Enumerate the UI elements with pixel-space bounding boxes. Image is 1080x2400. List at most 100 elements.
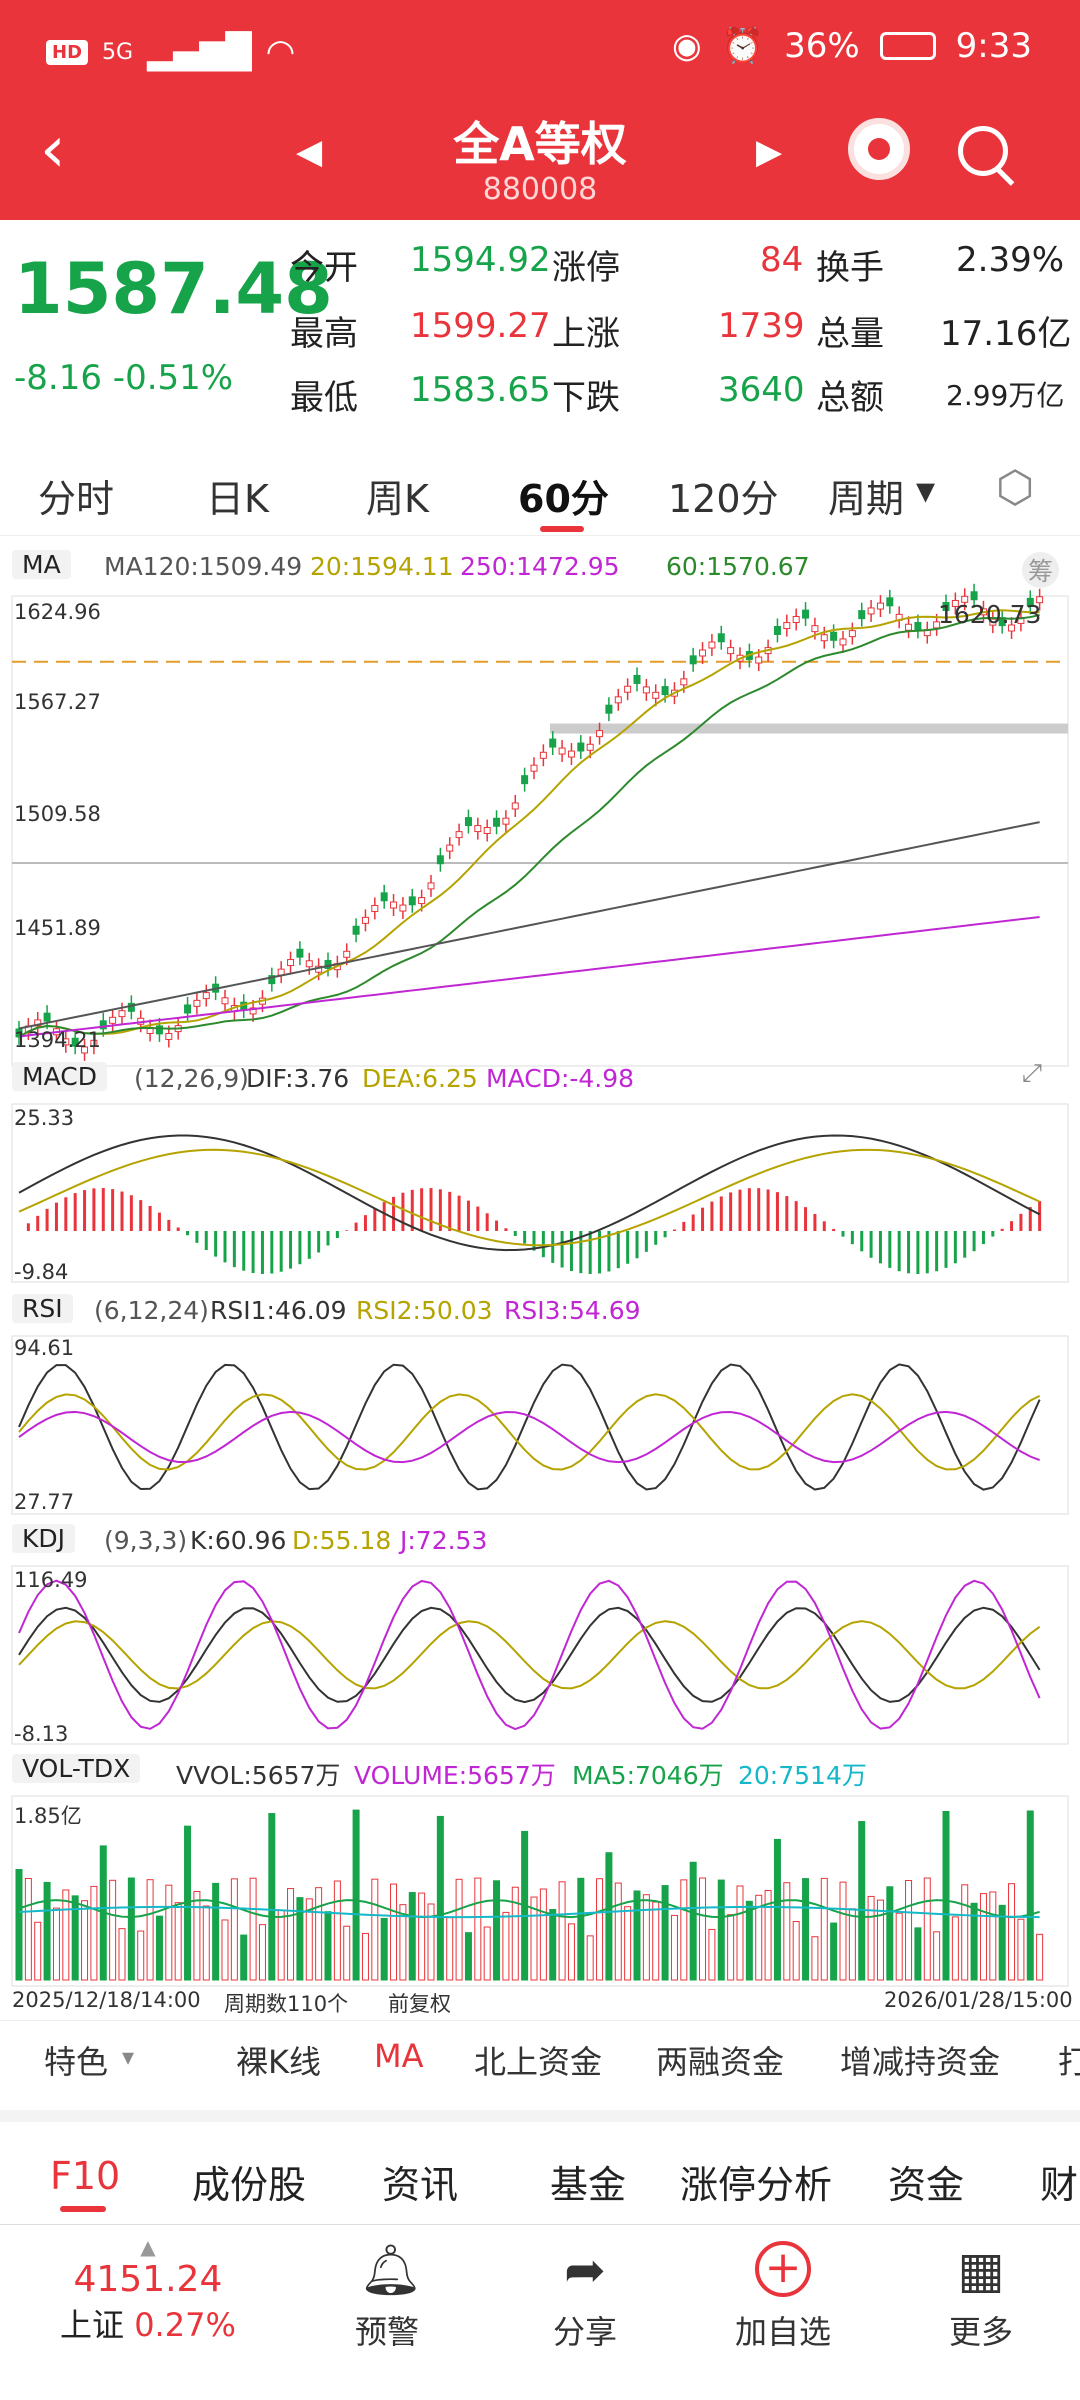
ma60-line (18, 614, 1040, 1038)
candle-body (867, 607, 875, 615)
volume-bar (352, 1809, 360, 1981)
feature-special[interactable]: 特色 (44, 2043, 109, 2081)
chevron-down-icon[interactable]: ▾ (916, 468, 936, 512)
y-axis-tick: -9.84 (14, 1260, 69, 1284)
candle-body (418, 897, 426, 905)
tab-weekly[interactable]: 周K (366, 477, 429, 521)
volume-bar (324, 1911, 332, 1981)
volume-bar (315, 1887, 323, 1981)
settings-icon[interactable]: ⬡ (996, 462, 1035, 513)
volume-bar (418, 1892, 426, 1981)
volume-bar (680, 1879, 688, 1981)
volume-bar (81, 1900, 89, 1981)
volume-bar (90, 1885, 98, 1981)
chevron-down-icon[interactable]: ▾ (122, 2043, 135, 2071)
kdj-selector[interactable]: KDJ (12, 1524, 76, 1553)
volume-bar (193, 1890, 201, 1981)
vol-ma20-label: 20:7514万 (738, 1761, 867, 1790)
volume-bar (596, 1878, 604, 1981)
candle-body (155, 1025, 163, 1035)
nav-more[interactable]: ▦ 更多 (906, 2241, 1056, 2353)
candle-body (483, 827, 491, 834)
candle-body (680, 678, 688, 686)
volume-bar (567, 1923, 575, 1981)
volume-bar (886, 1886, 894, 1981)
feature-more[interactable]: 打 (1058, 2043, 1080, 2081)
chart-svg (11, 583, 1069, 1987)
vol-selector[interactable]: VOL-TDX (12, 1754, 141, 1783)
feature-ma[interactable]: MA (374, 2037, 424, 2075)
nav-watchlist[interactable]: + 加自选 (708, 2241, 858, 2353)
feature-north[interactable]: 北上资金 (474, 2043, 603, 2081)
volume-bar (670, 1914, 678, 1981)
volume-bar (577, 1877, 585, 1981)
volume-bar (933, 1931, 941, 1981)
tab-news[interactable]: 资讯 (382, 2163, 459, 2207)
search-icon[interactable] (958, 126, 1008, 176)
tab-120min[interactable]: 120分 (668, 477, 779, 521)
volume-bar (970, 1902, 978, 1981)
add-circle-icon: + (755, 2241, 811, 2297)
candle-body (502, 817, 510, 825)
tab-fund[interactable]: 基金 (550, 2163, 627, 2207)
tab-period[interactable]: 周期 (828, 477, 905, 521)
candle-body (820, 634, 828, 642)
candle-body (81, 1046, 89, 1054)
chip-button[interactable]: 筹 (1022, 552, 1060, 588)
volume-bar (530, 1896, 538, 1981)
volume-bar (867, 1895, 875, 1981)
volume-bar (811, 1936, 819, 1981)
candle-body (708, 641, 716, 649)
candle-body (268, 975, 276, 985)
feature-margin[interactable]: 两融资金 (656, 2043, 785, 2081)
start-date: 2025/12/18/14:00 (12, 1988, 201, 2012)
rsi1-line (18, 1363, 1041, 1491)
feature-holdings[interactable]: 增减持资金 (840, 2043, 1001, 2081)
dea-label: DEA:6.25 (362, 1064, 478, 1093)
expand-icon[interactable]: ⤢ (1022, 1058, 1043, 1087)
k-label: K:60.96 (190, 1526, 287, 1555)
volume-bar (539, 1888, 547, 1981)
bell-icon: 🔔︎ (359, 2241, 423, 2299)
volume-bar (52, 1907, 60, 1981)
tab-components[interactable]: 成份股 (192, 2163, 307, 2207)
tab-capital[interactable]: 资金 (888, 2163, 965, 2207)
tab-finance[interactable]: 财 (1040, 2163, 1079, 2207)
quote-value: 17.16亿 (940, 314, 1072, 354)
rsi3-label: RSI3:54.69 (504, 1296, 641, 1325)
volume-bar (502, 1911, 510, 1981)
tab-60min[interactable]: 60分 (518, 477, 609, 521)
candle-body (905, 623, 913, 631)
ma-selector[interactable]: MA (12, 550, 71, 579)
volume-bar (1017, 1918, 1025, 1981)
tab-limit-up[interactable]: 涨停分析 (680, 2163, 833, 2207)
rsi-selector[interactable]: RSI (12, 1294, 73, 1323)
tab-timeshare[interactable]: 分时 (38, 477, 115, 521)
volume-bar (820, 1877, 828, 1981)
back-icon[interactable]: ‹ (40, 113, 66, 187)
volume-bar (858, 1821, 866, 1981)
volume-bar (802, 1878, 810, 1981)
prev-stock-icon[interactable]: ◀ (296, 132, 323, 172)
next-stock-icon[interactable]: ▶ (756, 132, 783, 172)
volume-bar (1026, 1810, 1034, 1981)
tab-daily[interactable]: 日K (206, 477, 269, 521)
battery-text: 36% (784, 26, 860, 66)
index-ticker[interactable]: ▲ 4151.24 上证 0.27% (60, 2235, 236, 2346)
mascot-icon[interactable] (848, 118, 910, 180)
candle-body (802, 609, 810, 619)
signal-label: 5G (102, 39, 134, 65)
nav-share[interactable]: ➦ 分享 (510, 2241, 660, 2353)
feature-naked-k[interactable]: 裸K线 (236, 2043, 321, 2081)
rsi2-label: RSI2:50.03 (356, 1296, 493, 1325)
tab-f10[interactable]: F10 (50, 2154, 121, 2198)
change-pct: -0.51% (112, 358, 234, 398)
price-change: -8.16 -0.51% (14, 358, 233, 398)
volume-bar (624, 1906, 632, 1981)
nav-alert[interactable]: 🔔︎ 预警 (312, 2241, 462, 2353)
volume-bar (905, 1880, 913, 1981)
volume-bar (71, 1895, 79, 1981)
macd-selector[interactable]: MACD (12, 1062, 107, 1091)
volume-bar (118, 1928, 126, 1981)
candle-body (633, 674, 641, 684)
